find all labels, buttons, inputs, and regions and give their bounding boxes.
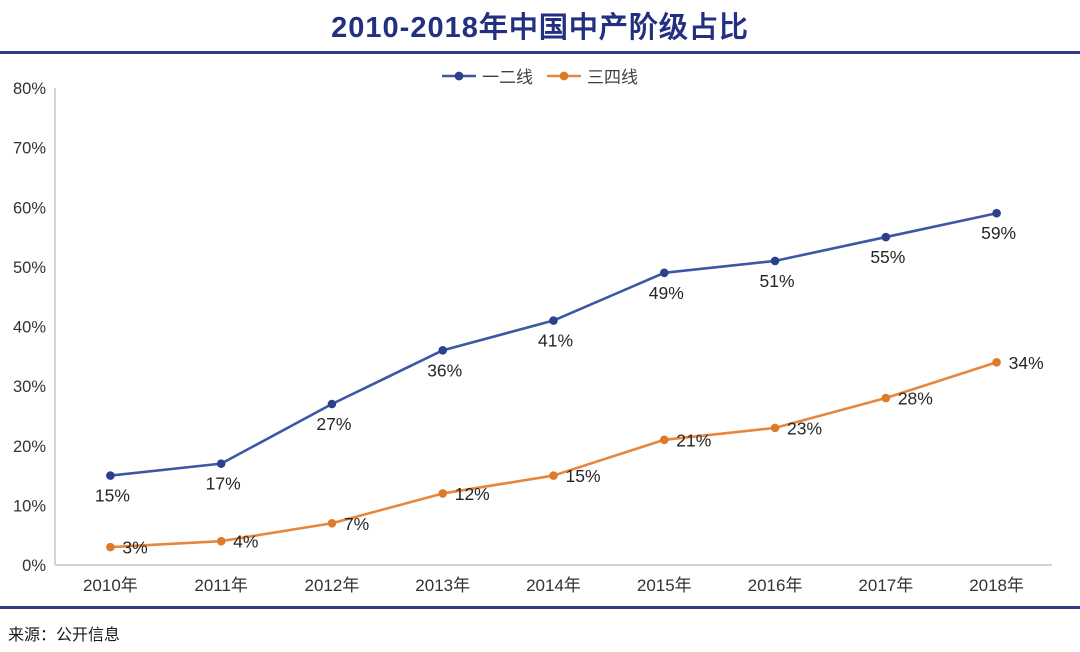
data-point-marker <box>770 256 780 266</box>
data-label: 28% <box>898 389 933 409</box>
x-tick-label: 2012年 <box>305 576 360 595</box>
data-label: 59% <box>981 223 1016 243</box>
y-tick-label: 30% <box>13 378 46 396</box>
data-point-marker <box>881 232 891 242</box>
legend-label-series1: 一二线 <box>482 68 533 87</box>
y-tick-label: 40% <box>13 319 46 337</box>
y-tick-label: 80% <box>13 80 46 98</box>
data-point-marker <box>327 399 337 409</box>
page-title: 2010-2018年中国中产阶级占比 <box>331 12 749 44</box>
data-label: 51% <box>760 271 795 291</box>
x-tick-label: 2010年 <box>83 576 138 595</box>
line-chart: 0% 10% 20% 30% 40% 50% 60% 70% 80% 2010年 2011年 2012… <box>13 80 1052 595</box>
data-point-marker <box>216 536 226 546</box>
legend-label-series2: 三四线 <box>587 68 638 87</box>
data-point-marker <box>992 208 1001 218</box>
data-label: 36% <box>427 360 462 380</box>
data-point-marker <box>327 518 337 528</box>
y-tick-label: 10% <box>13 497 46 515</box>
data-point-marker <box>106 542 115 552</box>
data-label: 34% <box>1009 353 1044 373</box>
x-tick-label: 2013年 <box>415 576 470 595</box>
data-label: 4% <box>233 532 258 552</box>
data-point-marker <box>881 393 891 403</box>
title-divider-line <box>0 51 1080 54</box>
data-label: 23% <box>787 418 822 438</box>
data-point-marker <box>216 459 226 468</box>
x-tick-label: 2018年 <box>969 576 1024 595</box>
data-label: 3% <box>122 538 147 558</box>
y-tick-label: 70% <box>13 140 46 158</box>
y-tick-label: 20% <box>13 438 46 456</box>
data-label: 49% <box>649 283 684 303</box>
data-label: 12% <box>455 484 490 504</box>
legend-item-series2: 三四线 <box>547 63 638 88</box>
line-marker-swatch-icon <box>442 71 476 80</box>
legend-item-series1: 一二线 <box>442 63 533 88</box>
data-point-marker <box>770 423 780 433</box>
source-note: 来源：公开信息 <box>8 627 121 644</box>
chart-legend: 一二线 三四线 <box>0 63 1080 88</box>
x-tick-label: 2015年 <box>637 576 692 595</box>
data-label: 41% <box>538 331 573 351</box>
data-point-marker <box>106 471 115 480</box>
data-point-marker <box>549 471 558 480</box>
footer-divider-line <box>0 606 1080 609</box>
x-tick-label: 2014年 <box>526 576 581 595</box>
y-tick-label: 0% <box>22 557 46 575</box>
line-marker-swatch-icon <box>547 71 581 80</box>
data-point-marker <box>549 316 558 325</box>
data-point-marker <box>438 346 448 355</box>
y-tick-label: 50% <box>13 259 46 277</box>
x-tick-label: 2016年 <box>748 576 803 595</box>
data-point-marker <box>438 489 448 498</box>
data-label: 15% <box>95 486 130 506</box>
data-point-marker <box>992 357 1001 367</box>
data-label: 7% <box>344 514 369 534</box>
data-label: 21% <box>676 430 711 450</box>
x-tick-label: 2017年 <box>858 576 913 595</box>
data-point-marker <box>659 435 669 445</box>
data-point-marker <box>659 268 669 278</box>
data-label: 55% <box>870 247 905 267</box>
data-label: 27% <box>316 414 351 434</box>
x-tick-label: 2011年 <box>194 576 248 595</box>
series-line-三四线 <box>109 360 998 549</box>
data-label: 15% <box>566 466 601 486</box>
y-tick-label: 60% <box>13 199 46 217</box>
data-label: 17% <box>206 474 241 494</box>
